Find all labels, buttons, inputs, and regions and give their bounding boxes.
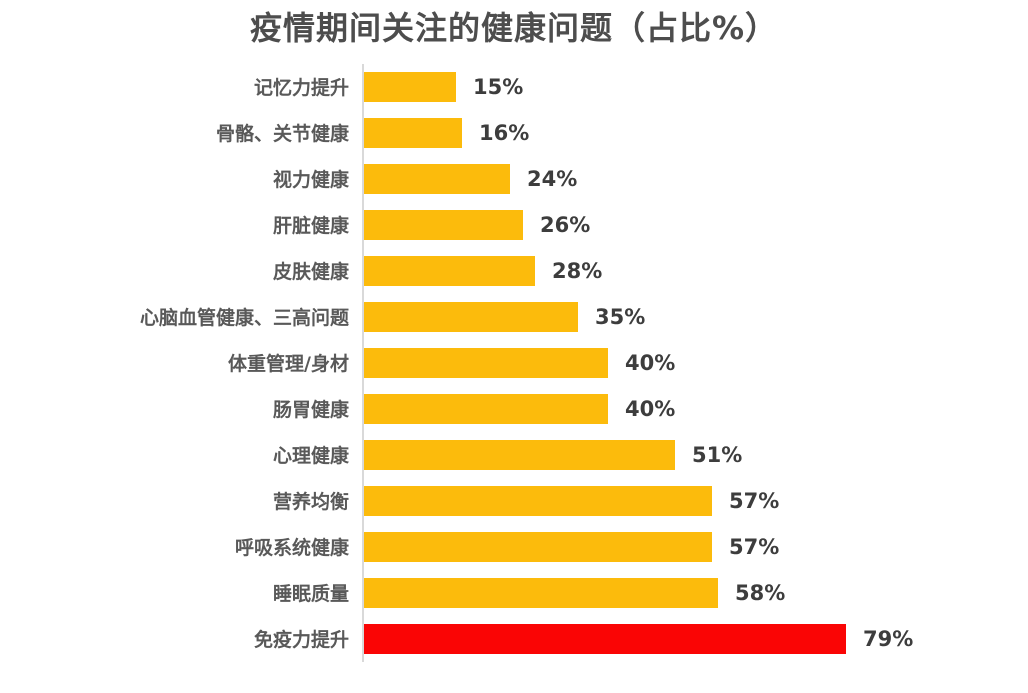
plot-area: 35% <box>362 293 1028 340</box>
value-label: 40% <box>625 350 676 375</box>
chart-row: 营养均衡 57% <box>0 477 1028 524</box>
category-label: 心理健康 <box>272 445 349 468</box>
bar <box>364 485 712 516</box>
bar-chart: 记忆力提升 15% 骨骼、关节健康 16% 视力健康 24% 肝脏健康 26% 皮肤健康 28% 心… <box>0 63 1028 662</box>
category-label: 营养均衡 <box>272 491 349 514</box>
bar <box>364 393 608 424</box>
chart-row: 免疫力提升 79% <box>0 615 1028 662</box>
value-label: 57% <box>729 488 780 513</box>
bar <box>364 71 456 102</box>
category-label: 心脑血管健康、三高问题 <box>139 307 349 330</box>
chart-row: 视力健康 24% <box>0 155 1028 202</box>
plot-area: 40% <box>362 339 1028 386</box>
value-label: 57% <box>729 534 780 559</box>
value-label: 15% <box>473 74 524 99</box>
plot-area: 24% <box>362 155 1028 202</box>
plot-area: 15% <box>362 63 1028 110</box>
chart-row: 骨骼、关节健康 16% <box>0 109 1028 156</box>
value-label: 58% <box>735 580 786 605</box>
plot-area: 51% <box>362 431 1028 478</box>
bar <box>364 163 510 194</box>
chart-row: 肠胃健康 40% <box>0 385 1028 432</box>
category-label: 骨骼、关节健康 <box>215 123 349 146</box>
bar <box>364 531 712 562</box>
plot-area: 28% <box>362 247 1028 294</box>
value-label: 26% <box>540 212 591 237</box>
plot-area: 16% <box>362 109 1028 156</box>
category-label: 免疫力提升 <box>253 629 349 652</box>
chart-row: 心脑血管健康、三高问题 35% <box>0 293 1028 340</box>
bar <box>364 255 535 286</box>
bar <box>364 117 462 148</box>
bar <box>364 209 523 240</box>
plot-area: 57% <box>362 523 1028 570</box>
category-label: 肝脏健康 <box>272 215 349 238</box>
plot-area: 57% <box>362 477 1028 524</box>
chart-title: 疫情期间关注的健康问题（占比%） <box>249 9 779 47</box>
bar <box>364 439 675 470</box>
bar <box>364 347 608 378</box>
chart-rows: 记忆力提升 15% 骨骼、关节健康 16% 视力健康 24% 肝脏健康 26% 皮肤健康 28% 心… <box>0 63 1028 662</box>
chart-row: 体重管理/身材 40% <box>0 339 1028 386</box>
chart-row: 皮肤健康 28% <box>0 247 1028 294</box>
bar-highlighted <box>364 623 846 654</box>
chart-row: 记忆力提升 15% <box>0 63 1028 110</box>
value-label: 79% <box>863 626 914 651</box>
category-label: 记忆力提升 <box>253 77 349 100</box>
category-label: 体重管理/身材 <box>228 353 349 376</box>
plot-area: 40% <box>362 385 1028 432</box>
value-label: 24% <box>527 166 578 191</box>
category-label: 睡眠质量 <box>272 583 349 606</box>
bar <box>364 301 578 332</box>
value-label: 28% <box>552 258 603 283</box>
category-label: 视力健康 <box>272 169 349 192</box>
category-label: 皮肤健康 <box>272 261 349 284</box>
value-label: 51% <box>692 442 743 467</box>
value-label: 40% <box>625 396 676 421</box>
chart-row: 肝脏健康 26% <box>0 201 1028 248</box>
chart-row: 睡眠质量 58% <box>0 569 1028 616</box>
plot-area: 79% <box>362 615 1028 662</box>
value-label: 16% <box>479 120 530 145</box>
value-label: 35% <box>595 304 646 329</box>
chart-row: 心理健康 51% <box>0 431 1028 478</box>
bar <box>364 577 718 608</box>
category-label: 肠胃健康 <box>272 399 349 422</box>
category-label: 呼吸系统健康 <box>234 537 349 560</box>
plot-area: 26% <box>362 201 1028 248</box>
chart-row: 呼吸系统健康 57% <box>0 523 1028 570</box>
plot-area: 58% <box>362 569 1028 616</box>
